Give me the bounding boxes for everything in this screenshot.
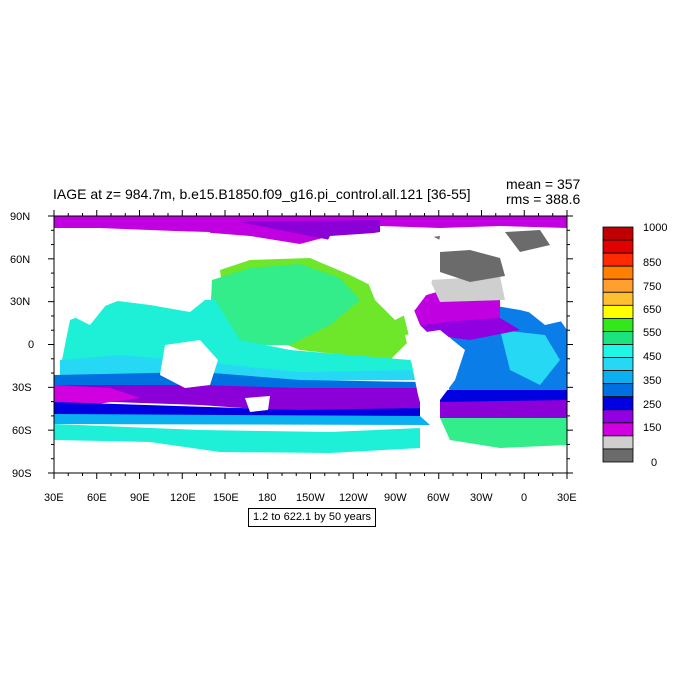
y-tick-label: 30N <box>10 296 30 308</box>
colorbar-swatch <box>602 344 634 358</box>
plot-title: IAGE at z= 984.7m, b.e15.B1850.f09_g16.p… <box>53 186 471 202</box>
colorbar-label: 1000 <box>643 222 667 234</box>
southern-ocean <box>54 385 420 412</box>
land-australia <box>160 340 218 388</box>
x-tick-label: 60W <box>427 492 450 504</box>
colorbar-swatch <box>602 357 634 372</box>
mean-value: mean = 357 <box>506 176 581 192</box>
x-tick-label: 150W <box>296 492 325 504</box>
x-tick-label: 30E <box>44 492 64 504</box>
colorbar-swatch <box>602 448 634 463</box>
x-tick-label: 30E <box>557 492 577 504</box>
y-tick-label: 90N <box>10 211 30 223</box>
contour-info-box: 1.2 to 622.1 by 50 years <box>248 508 377 527</box>
y-tick-label: 90S <box>12 468 32 480</box>
ocean-field <box>54 216 567 473</box>
colorbar-label: 150 <box>643 422 661 434</box>
y-tick-label: 60S <box>12 425 32 437</box>
y-tick-label: 0 <box>28 339 34 351</box>
x-tick-label: 120W <box>339 492 368 504</box>
colorbar-swatch <box>602 396 634 411</box>
colorbar-swatch <box>602 291 634 306</box>
colorbar-labels: 1000 850 750 650 550 450 350 250 150 0 <box>643 222 667 469</box>
y-tick-label: 30S <box>12 382 32 394</box>
x-tick-label: 90E <box>130 492 150 504</box>
axis-ticks <box>48 210 573 479</box>
colorbar-label: 750 <box>643 281 661 293</box>
colorbar-swatch <box>602 331 634 345</box>
y-axis-labels: 90N 60N 30N 0 30S 60S 90S <box>10 211 34 480</box>
colorbar-swatch <box>602 435 634 450</box>
colorbar-swatch <box>602 239 634 254</box>
x-tick-label: 90W <box>384 492 407 504</box>
x-tick-label: 30W <box>470 492 493 504</box>
nordic-seas <box>440 250 505 282</box>
colorbar-label: 650 <box>643 304 661 316</box>
x-tick-label: 60E <box>87 492 107 504</box>
colorbar-swatch <box>602 304 634 319</box>
colorbar-label: 450 <box>643 351 661 363</box>
x-tick-label: 0 <box>521 492 527 504</box>
colorbar-swatch <box>602 317 634 332</box>
y-tick-label: 60N <box>10 254 30 266</box>
colorbar-swatch <box>602 422 634 437</box>
colorbar-label: 550 <box>643 327 661 339</box>
x-axis-labels: 30E 60E 90E 120E 150E 180 150W 120W 90W … <box>44 492 577 504</box>
north-atlantic-gray <box>430 276 505 302</box>
x-tick-label: 120E <box>170 492 196 504</box>
land-africa <box>520 303 567 325</box>
colorbar-swatch <box>602 278 634 293</box>
rms-value: rms = 388.6 <box>506 191 581 207</box>
land-asia <box>54 228 214 325</box>
colorbar-swatch <box>602 265 634 280</box>
colorbar-swatch <box>602 252 634 267</box>
colorbar-swatch <box>602 226 634 241</box>
colorbar-swatch <box>602 409 634 424</box>
land-antarctica <box>54 447 567 473</box>
colorbar-label: 850 <box>643 257 661 269</box>
land-south-america <box>405 330 465 420</box>
x-tick-label: 180 <box>258 492 276 504</box>
x-tick-label: 150E <box>213 492 239 504</box>
colorbar <box>602 226 634 463</box>
colorbar-label: 350 <box>643 375 661 387</box>
land-north-america <box>320 230 440 320</box>
colorbar-label: 250 <box>643 399 661 411</box>
colorbar-label: 0 <box>651 457 657 469</box>
colorbar-swatch <box>602 383 634 398</box>
colorbar-swatch <box>602 370 634 385</box>
